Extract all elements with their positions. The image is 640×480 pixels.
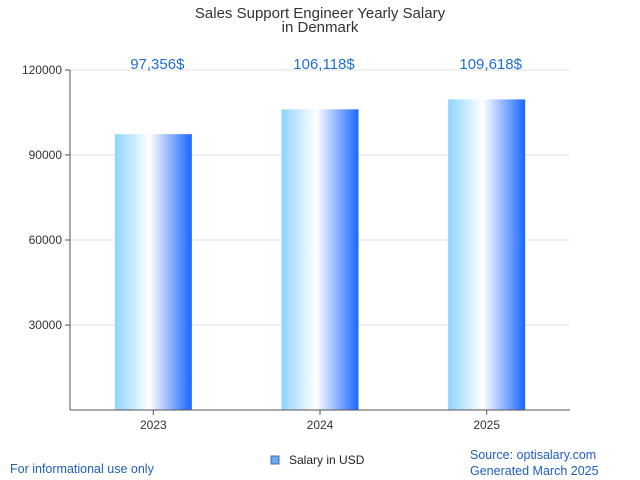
- y-tick-label: 120000: [22, 63, 62, 77]
- legend-label: Salary in USD: [289, 453, 365, 467]
- generated-date: Generated March 2025: [470, 464, 599, 478]
- y-tick-label: 60000: [29, 233, 63, 247]
- bar: [114, 134, 192, 410]
- y-tick-label: 90000: [29, 148, 63, 162]
- x-tick-label: 2024: [307, 418, 334, 432]
- data-labels: 97,356$ 106,118$ 109,618$: [130, 56, 522, 73]
- x-tick-label: 2025: [473, 418, 500, 432]
- data-label: 106,118$: [293, 56, 355, 73]
- legend: Salary in USD: [270, 453, 365, 467]
- footer-disclaimer: For informational use only: [10, 462, 154, 476]
- footer-source: Source: optisalary.com Generated March 2…: [470, 447, 599, 479]
- x-tick-label: 2023: [140, 418, 167, 432]
- y-tick-label: 30000: [29, 318, 63, 332]
- source-link[interactable]: Source: optisalary.com: [470, 448, 597, 462]
- data-label: 109,618$: [459, 56, 522, 73]
- legend-swatch: [270, 455, 280, 465]
- bar: [281, 109, 359, 410]
- axes: 30000 60000 90000 120000 2023 2024 2025: [22, 63, 570, 432]
- chart-title-line-2: in Denmark: [282, 19, 359, 36]
- bars: [114, 99, 526, 411]
- bar: [448, 99, 526, 411]
- data-label: 97,356$: [130, 56, 185, 73]
- chart-title-line-1: Sales Support Engineer Yearly Salary: [195, 5, 446, 22]
